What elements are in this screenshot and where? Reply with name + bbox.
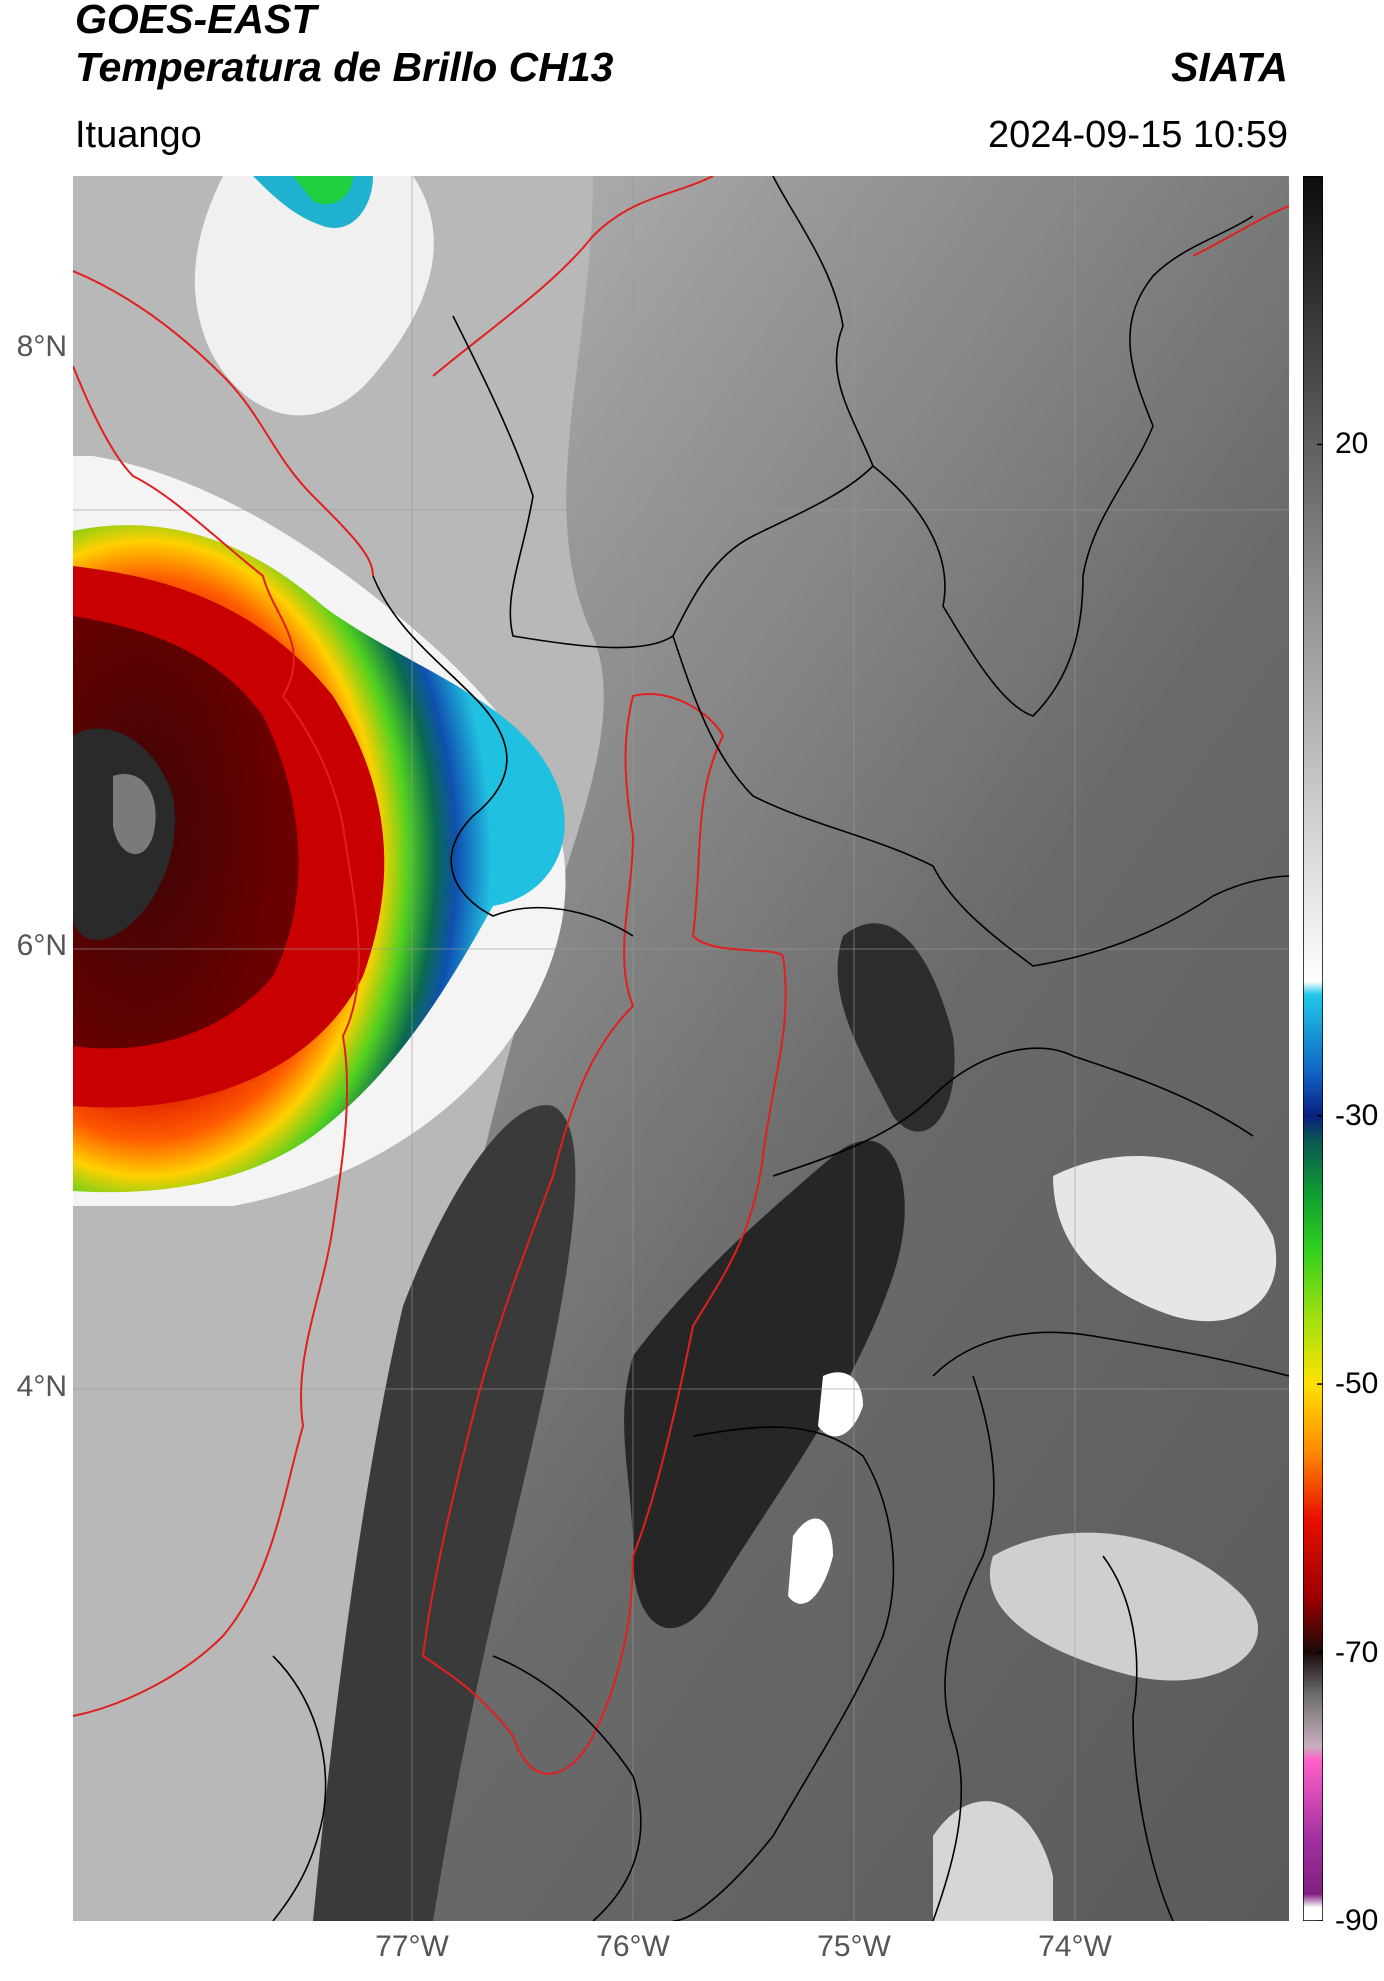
department-borders [272,176,1289,1921]
title-satellite: GOES-EAST [75,0,317,42]
colorbar-gradient [1303,176,1323,1921]
colorbar-tick-label: -70 [1335,1635,1379,1669]
temperature-field [73,176,1289,1921]
lon-tick-label: 76°W [596,1930,670,1963]
gridlines [73,176,1289,1921]
location-label: Ituango [75,114,202,156]
satellite-map[interactable] [73,176,1289,1921]
colorbar-ticks [1317,443,1323,1921]
colorbar-tick-label: -50 [1335,1367,1379,1401]
organization-label: SIATA [1171,44,1288,90]
lon-tick-label: 77°W [375,1930,449,1963]
colorbar [1303,176,1323,1921]
lat-tick-label: 8°N [16,330,67,363]
datetime-label: 2024-09-15 10:59 [987,114,1288,156]
title-product: Temperatura de Brillo CH13 [75,44,614,90]
colorbar-tick-label: -90 [1335,1904,1379,1937]
lat-tick-label: 6°N [16,929,67,962]
lon-tick-label: 74°W [1038,1930,1112,1963]
lat-tick-label: 4°N [16,1370,67,1403]
colorbar-tick-label: -30 [1335,1098,1379,1132]
lon-tick-label: 75°W [817,1930,891,1963]
coastline [73,176,1289,1775]
colorbar-tick-label: 20 [1335,427,1369,461]
